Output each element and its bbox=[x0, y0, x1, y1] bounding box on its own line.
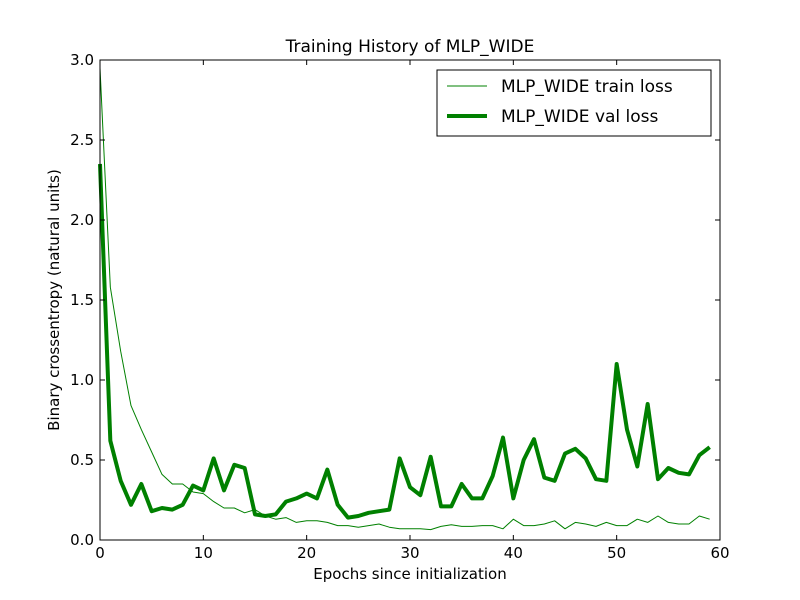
chart-title: Training History of MLP_WIDE bbox=[285, 37, 535, 57]
legend-box bbox=[436, 69, 712, 137]
x-tick-label: 30 bbox=[400, 544, 419, 562]
y-axis-label: Binary crossentropy (natural units) bbox=[45, 169, 63, 431]
train-loss-line bbox=[99, 67, 710, 531]
x-tick-label: 40 bbox=[504, 544, 523, 562]
legend: MLP_WIDE train loss MLP_WIDE val loss bbox=[436, 69, 712, 137]
y-tick-label: 1.5 bbox=[70, 291, 94, 309]
x-tick-label: 20 bbox=[297, 544, 316, 562]
ticks-layer: 0 10 20 30 40 50 60 0.0 0.5 1.0 1.5 2.0 2.5 3.0 bbox=[70, 51, 729, 562]
series-layer bbox=[98, 67, 711, 531]
y-tick-label: 3.0 bbox=[70, 51, 94, 69]
x-tick-label: 60 bbox=[710, 544, 729, 562]
legend-label-train-loss: MLP_WIDE train loss bbox=[501, 77, 673, 97]
val-loss-line bbox=[98, 163, 711, 520]
x-tick-label: 50 bbox=[607, 544, 626, 562]
y-tick-label: 2.0 bbox=[70, 211, 94, 229]
plot-area bbox=[100, 60, 720, 540]
y-tick-label: 2.5 bbox=[70, 131, 94, 149]
x-axis-label: Epochs since initialization bbox=[313, 565, 506, 583]
legend-label-val-loss: MLP_WIDE val loss bbox=[501, 107, 659, 127]
y-tick-label: 1.0 bbox=[70, 371, 94, 389]
y-tick-label: 0.0 bbox=[70, 531, 94, 549]
y-tick-label: 0.5 bbox=[70, 451, 94, 469]
x-tick-label: 10 bbox=[194, 544, 213, 562]
x-tick-label: 0 bbox=[95, 544, 105, 562]
